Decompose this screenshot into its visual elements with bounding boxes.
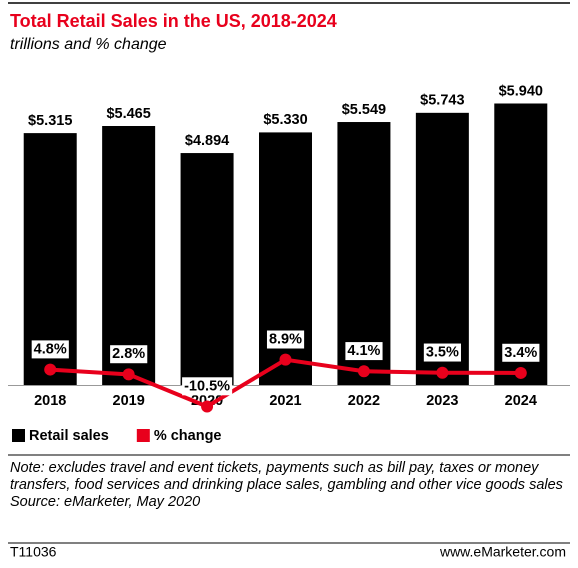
data-label: $5.315 (28, 113, 72, 129)
legend-label: Retail sales (29, 428, 109, 444)
point (122, 368, 135, 381)
label-bg (182, 377, 233, 396)
bar (180, 153, 234, 385)
source: Source: eMarketer, May 2020 (10, 494, 201, 510)
point (514, 366, 527, 379)
point (357, 365, 370, 378)
bar (415, 112, 469, 386)
data-label: $4.894 (185, 133, 229, 149)
point (279, 353, 292, 366)
label-bg (110, 345, 148, 364)
x-tick-label: 2019 (113, 393, 145, 409)
x-tick-label: 2021 (269, 393, 301, 409)
data-label: 3.4% (504, 345, 537, 361)
brand: www.eMarketer.com (439, 544, 566, 560)
point (201, 400, 214, 413)
data-label: $5.940 (499, 83, 543, 99)
label-bg (502, 343, 540, 362)
x-tick-label: 2024 (505, 393, 537, 409)
data-label: 8.9% (269, 332, 302, 348)
legend-swatch (12, 429, 25, 442)
data-label: 4.1% (347, 343, 380, 359)
x-tick-label: 2018 (34, 393, 66, 409)
data-label: -10.5% (184, 378, 230, 394)
notes: Note: excludes travel and event tickets,… (10, 460, 566, 511)
data-label: $5.549 (342, 102, 386, 118)
data-label: $5.465 (106, 106, 150, 122)
legend-swatch (136, 429, 150, 442)
label-bg (31, 340, 69, 359)
label-bg (423, 343, 461, 362)
data-label: $5.743 (420, 93, 464, 109)
bar (494, 103, 548, 385)
bar (337, 122, 391, 386)
chart-id: T11036 (10, 544, 57, 560)
x-tick-label: 2023 (426, 393, 458, 409)
data-label: 4.8% (34, 341, 67, 357)
point (436, 366, 449, 379)
data-label: $5.330 (263, 112, 307, 128)
data-label: 3.5% (426, 345, 459, 361)
legend-label: % change (154, 428, 222, 444)
label-bg (345, 342, 383, 361)
bar (102, 126, 156, 385)
label-bg (266, 330, 305, 349)
chart-title: Total Retail Sales in the US, 2018-2024 (10, 11, 337, 31)
data-label: 2.8% (112, 346, 145, 362)
point (44, 363, 57, 376)
chart-subtitle: trillions and % change (10, 36, 167, 53)
note: Note: excludes travel and event tickets,… (10, 460, 563, 493)
x-tick-label: 2022 (348, 393, 380, 409)
